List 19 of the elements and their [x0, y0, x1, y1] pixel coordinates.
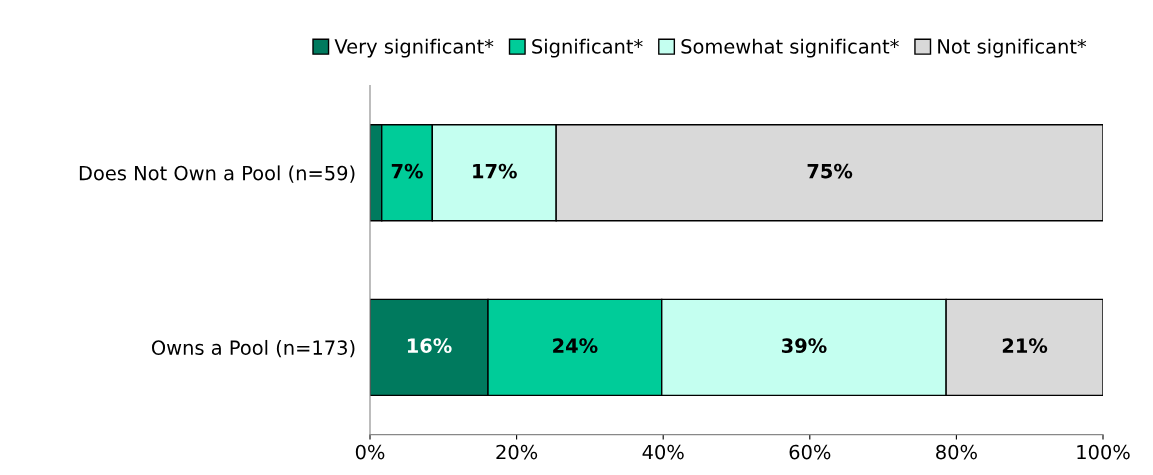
x-tick-label: 0%	[355, 444, 385, 460]
x-tick-label: 100%	[1077, 444, 1130, 460]
data-label: 17%	[473, 163, 517, 179]
legend-label: Very significant*	[334, 38, 494, 58]
legend-label: Significant*	[532, 38, 643, 58]
x-tick-label: 60%	[789, 444, 831, 460]
data-label: 21%	[1002, 338, 1048, 353]
data-label: 24%	[553, 338, 598, 353]
data-label: 75%	[807, 163, 853, 179]
legend-label: Somewhat significant*	[681, 38, 899, 58]
x-tick-label: 40%	[642, 444, 684, 460]
legend-label: Not significant*	[938, 38, 1087, 58]
data-label: 39%	[781, 338, 827, 353]
y-tick-label: Does Not Own a Pool (n=59)	[79, 165, 355, 183]
x-tick-label: 20%	[496, 444, 538, 460]
data-label: 7%	[391, 163, 423, 179]
y-tick-label: Owns a Pool (n=173)	[151, 339, 355, 358]
x-tick-label: 80%	[936, 444, 977, 460]
data-label: 16%	[407, 338, 452, 353]
